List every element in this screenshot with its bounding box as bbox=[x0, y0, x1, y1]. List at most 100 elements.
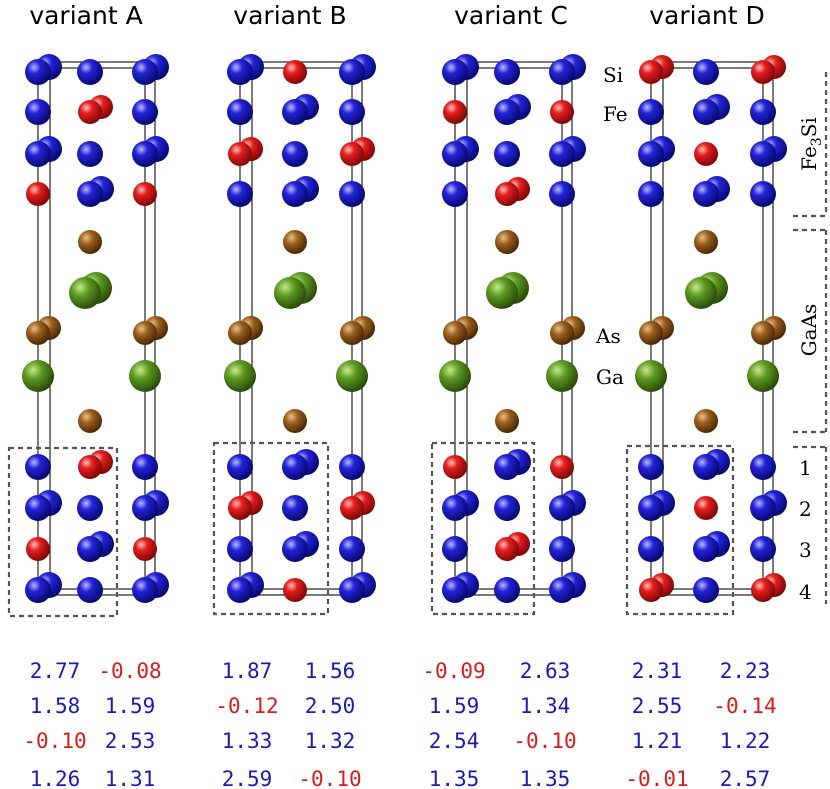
variant-c-si-atom bbox=[550, 455, 574, 479]
variant-a-fe-atom bbox=[77, 536, 103, 562]
fe-atom-label: Fe bbox=[603, 102, 628, 126]
variant-d-fe-atom bbox=[638, 181, 664, 207]
variant-b-fe-atom bbox=[282, 536, 308, 562]
variant-a-as-atom bbox=[133, 321, 157, 345]
variant-a-fe-atom bbox=[132, 141, 158, 167]
variant-a-fe-atom bbox=[25, 577, 51, 603]
variant-b-fe-atom bbox=[339, 454, 365, 480]
variant-c-fe-atom bbox=[549, 536, 575, 562]
variant-b-fe-atom bbox=[227, 59, 253, 85]
variant-c-fe-atom bbox=[549, 141, 575, 167]
variant-a-fe-atom bbox=[25, 99, 51, 125]
variant-d-moment-value: 1.22 bbox=[720, 729, 771, 753]
variant-a-ga-atom bbox=[69, 277, 101, 309]
variant-c-fe-atom bbox=[442, 577, 468, 603]
variant-c-fe-atom bbox=[442, 181, 468, 207]
variant-d-fe-atom bbox=[693, 536, 719, 562]
fe3si-region-label: Fe3Si bbox=[797, 117, 825, 171]
variant-a-as-atom bbox=[78, 230, 102, 254]
variant-c-fe-atom bbox=[549, 59, 575, 85]
variant-a-fe-atom bbox=[132, 99, 158, 125]
variant-d-ga-atom bbox=[747, 360, 779, 392]
variant-d-moment-value: -0.14 bbox=[713, 694, 776, 718]
variant-b-fe-atom bbox=[339, 536, 365, 562]
variant-d-si-atom bbox=[694, 496, 718, 520]
variant-a-fe-atom bbox=[77, 577, 103, 603]
variant-b-fe-atom bbox=[339, 181, 365, 207]
variant-a-fe-atom bbox=[132, 495, 158, 521]
variant-c-si-atom bbox=[443, 455, 467, 479]
variant-a-fe-atom bbox=[77, 141, 103, 167]
gaas-region-bracket bbox=[793, 228, 828, 434]
variant-d-si-atom bbox=[751, 60, 775, 84]
variant-c-as-atom bbox=[443, 321, 467, 345]
variant-b-moment-value: 1.56 bbox=[305, 659, 356, 683]
variant-a-ga-atom bbox=[129, 360, 161, 392]
layer-number-1: 1 bbox=[799, 456, 812, 480]
variant-a-fe-atom bbox=[25, 59, 51, 85]
variant-a-fe-atom bbox=[25, 454, 51, 480]
variant-c-interface-box bbox=[430, 441, 536, 616]
variant-b-moment-value: 2.59 bbox=[222, 767, 273, 789]
variant-a-fe-atom bbox=[77, 495, 103, 521]
layer-number-2: 2 bbox=[799, 497, 812, 521]
variant-d-fe-atom bbox=[750, 181, 776, 207]
variant-d-moment-value: -0.01 bbox=[625, 767, 688, 789]
variant-a-title: variant A bbox=[29, 1, 142, 30]
variant-d-fe-atom bbox=[693, 181, 719, 207]
variant-c-fe-atom bbox=[494, 577, 520, 603]
variant-d-moment-value: 2.55 bbox=[632, 694, 683, 718]
variant-c-fe-atom bbox=[494, 141, 520, 167]
variant-a-ga-atom bbox=[22, 360, 54, 392]
interface-layer-boxes bbox=[7, 441, 735, 618]
ga-atom-label: Ga bbox=[596, 365, 624, 389]
variant-c-fe-atom bbox=[549, 495, 575, 521]
variant-b-ga-atom bbox=[336, 360, 368, 392]
variant-c-moment-value: 2.63 bbox=[520, 659, 571, 683]
variant-a-fe-atom bbox=[77, 59, 103, 85]
si-atom-label: Si bbox=[603, 63, 623, 87]
variant-b-moment-value: 1.33 bbox=[222, 729, 273, 753]
interface-layers-bracket bbox=[793, 445, 828, 604]
variant-a-fe-atom bbox=[132, 577, 158, 603]
variant-d-si-atom bbox=[694, 142, 718, 166]
variant-c-as-atom bbox=[550, 321, 574, 345]
variant-c-ga-atom bbox=[439, 360, 471, 392]
variant-c-as-atom bbox=[495, 409, 519, 433]
variant-d-moment-value: 2.57 bbox=[720, 767, 771, 789]
variant-d-fe-atom bbox=[638, 141, 664, 167]
variant-a-si-atom bbox=[78, 455, 102, 479]
variant-d-fe-atom bbox=[750, 495, 776, 521]
variant-a-si-atom bbox=[133, 182, 157, 206]
variant-c-si-atom bbox=[495, 537, 519, 561]
variant-c-ga-atom bbox=[486, 277, 518, 309]
variant-c-as-atom bbox=[495, 230, 519, 254]
variant-a-fe-atom bbox=[132, 59, 158, 85]
fe3si-region-bracket bbox=[793, 72, 828, 218]
variant-d-si-atom bbox=[639, 578, 663, 602]
variant-a-interface-box bbox=[7, 446, 119, 618]
variant-b-fe-atom bbox=[227, 536, 253, 562]
as-atom-label: As bbox=[595, 324, 621, 348]
variant-a-as-atom bbox=[26, 321, 50, 345]
atom-structures bbox=[22, 54, 787, 603]
variant-b-fe-atom bbox=[282, 99, 308, 125]
variant-a-moment-value: 2.53 bbox=[105, 729, 156, 753]
variant-d-as-atom bbox=[639, 321, 663, 345]
variant-c-moment-value: 1.35 bbox=[520, 767, 571, 789]
variant-a-moment-value: 1.58 bbox=[30, 694, 81, 718]
variant-b-interface-box bbox=[212, 441, 330, 616]
variant-b-fe-atom bbox=[227, 454, 253, 480]
variant-d-ga-atom bbox=[685, 277, 717, 309]
layer-number-4: 4 bbox=[799, 580, 812, 604]
variant-b-title: variant B bbox=[233, 1, 346, 30]
variant-c-moment-value: 1.35 bbox=[429, 767, 480, 789]
variant-a-moment-value: 1.31 bbox=[105, 767, 156, 789]
variant-b-moment-value: -0.12 bbox=[215, 694, 278, 718]
variant-b-as-atom bbox=[340, 321, 364, 345]
variant-a-si-atom bbox=[26, 537, 50, 561]
variant-d-fe-atom bbox=[638, 495, 664, 521]
variant-a-moment-value: 1.26 bbox=[30, 767, 81, 789]
variant-a-moment-value: -0.08 bbox=[98, 659, 161, 683]
